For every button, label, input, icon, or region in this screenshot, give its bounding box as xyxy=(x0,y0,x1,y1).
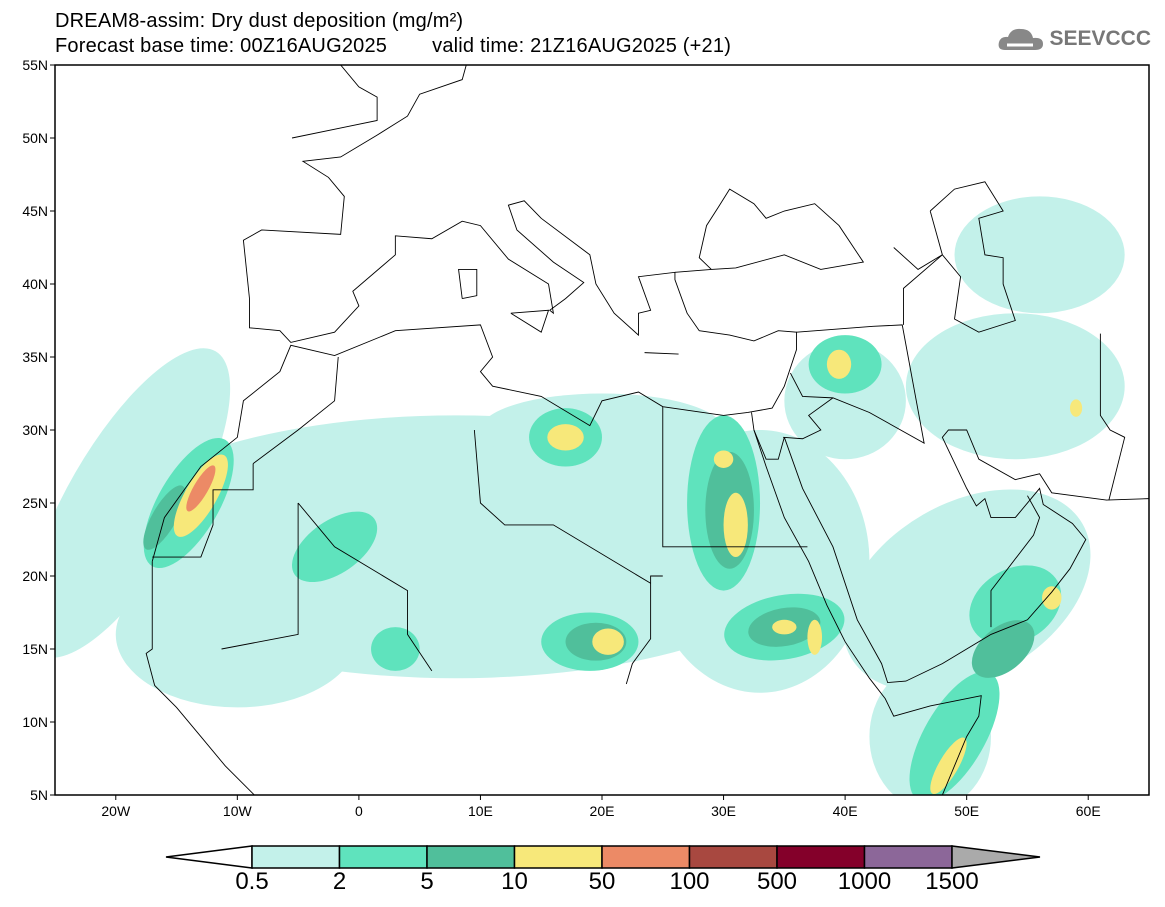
coastlines xyxy=(145,65,1149,795)
axes: 55N 50N 45N 40N 35N 30N 25N 20N 15N 10N 5N 20W 10W 0 1… xyxy=(22,57,1100,819)
lat-tick-label: 55N xyxy=(22,57,48,73)
lat-tick-label: 45N xyxy=(22,203,48,219)
dust-region-level-0 xyxy=(480,393,724,467)
dust-region-level-2 xyxy=(971,620,1035,678)
dust-region-level-3 xyxy=(1042,586,1062,610)
colorbar-label: 1500 xyxy=(925,868,979,895)
coastline-or-border xyxy=(151,65,797,562)
dust-region-level-3 xyxy=(930,737,967,795)
coastline-or-border xyxy=(297,502,433,672)
dust-region-level-3 xyxy=(723,492,748,558)
coastline-or-border xyxy=(458,268,478,300)
dust-region-level-1 xyxy=(969,565,1062,646)
lon-tick-label: 20E xyxy=(590,803,615,819)
coastline-or-border xyxy=(783,429,1149,684)
valid-time: valid time: 21Z16AUG2025 (+21) xyxy=(432,35,732,57)
time-info: Forecast base time: 00Z16AUG2025 valid ti… xyxy=(55,35,731,58)
colorbar-swatch xyxy=(513,845,603,869)
cloud-icon xyxy=(999,28,1044,50)
coastline-or-border xyxy=(291,65,378,139)
coastline-or-border xyxy=(145,561,255,795)
coastline-or-border xyxy=(473,429,651,584)
colorbar-label: 10 xyxy=(501,868,528,895)
coastline-or-border xyxy=(1099,333,1126,501)
coastline-or-border xyxy=(221,503,299,650)
lon-tick-label: 20W xyxy=(101,803,131,819)
logo-text: SEEVCCC xyxy=(1049,27,1151,50)
coastline-or-border xyxy=(751,412,982,795)
colorbar-swatch xyxy=(688,845,778,869)
dust-region-level-3 xyxy=(592,628,624,655)
colorbar-swatch xyxy=(251,845,341,869)
colorbar-swatch xyxy=(601,845,691,869)
lon-tick-label: 50E xyxy=(954,803,979,819)
colorbar-label: 2 xyxy=(332,868,347,895)
dust-region-level-4 xyxy=(186,465,216,512)
colorbar-swatch xyxy=(426,845,516,869)
coastline-or-border xyxy=(662,406,808,548)
dust-region-level-3 xyxy=(713,450,734,468)
dust-region-level-1 xyxy=(371,627,420,671)
dust-region-level-3 xyxy=(826,349,852,379)
colorbar-label: 0.5 xyxy=(235,868,269,895)
map-title: DREAM8-assim: Dry dust deposition (mg/m²… xyxy=(55,10,464,32)
dust-region-level-3 xyxy=(772,619,797,635)
colorbar-label: 1000 xyxy=(837,868,892,895)
lon-tick-label: 30E xyxy=(711,803,736,819)
lat-tick-label: 20N xyxy=(22,568,48,584)
dust-region-level-3 xyxy=(1069,399,1083,417)
dust-region-level-0 xyxy=(905,313,1125,460)
dust-region-level-3 xyxy=(547,424,584,451)
lon-tick-label: 10E xyxy=(468,803,493,819)
lat-tick-label: 40N xyxy=(22,276,48,292)
colorbar-swatch xyxy=(776,845,866,869)
colorbar-under-triangle xyxy=(165,845,253,869)
lat-tick-label: 10N xyxy=(22,714,48,730)
colorbar-label: 500 xyxy=(756,868,798,895)
colorbar xyxy=(165,845,1041,869)
coastline-or-border xyxy=(783,397,834,440)
coastline-or-border xyxy=(510,309,550,333)
coastline-or-border xyxy=(929,181,1016,333)
lon-tick-label: 10W xyxy=(223,803,253,819)
coastline-or-border xyxy=(753,429,785,460)
colorbar-swatch xyxy=(863,845,953,869)
colorbar-label: 50 xyxy=(588,868,616,895)
lat-tick-label: 30N xyxy=(22,422,48,438)
seevccc-logo: SEEVCCC xyxy=(997,26,1151,52)
coastline-or-border xyxy=(674,188,865,273)
coastline-or-border xyxy=(990,495,1041,628)
coastline-or-border xyxy=(893,247,943,325)
dust-region-level-1 xyxy=(909,671,1000,795)
lat-tick-label: 50N xyxy=(22,130,48,146)
dust-region-level-0 xyxy=(55,348,231,658)
coastline-or-border xyxy=(152,463,254,558)
lat-tick-label: 15N xyxy=(22,641,48,657)
lon-tick-label: 0 xyxy=(355,803,363,819)
lat-tick-label: 25N xyxy=(22,495,48,511)
dust-layer xyxy=(55,196,1125,795)
lon-tick-label: 60E xyxy=(1076,803,1101,819)
coastline-or-border xyxy=(252,356,339,464)
coastline-or-border xyxy=(625,575,663,685)
coastline-or-border xyxy=(790,324,925,445)
colorbar-label: 5 xyxy=(420,868,434,895)
colorbar-label: 100 xyxy=(669,868,710,895)
lat-tick-label: 5N xyxy=(30,787,48,803)
dust-region-level-0 xyxy=(954,196,1125,314)
dust-region-level-3 xyxy=(807,619,823,655)
base-time: Forecast base time: 00Z16AUG2025 xyxy=(55,35,388,57)
colorbar-over-triangle xyxy=(951,845,1041,869)
coastline-or-border xyxy=(644,352,679,355)
lat-tick-label: 35N xyxy=(22,349,48,365)
colorbar-swatch xyxy=(338,845,428,869)
lon-tick-label: 40E xyxy=(833,803,858,819)
